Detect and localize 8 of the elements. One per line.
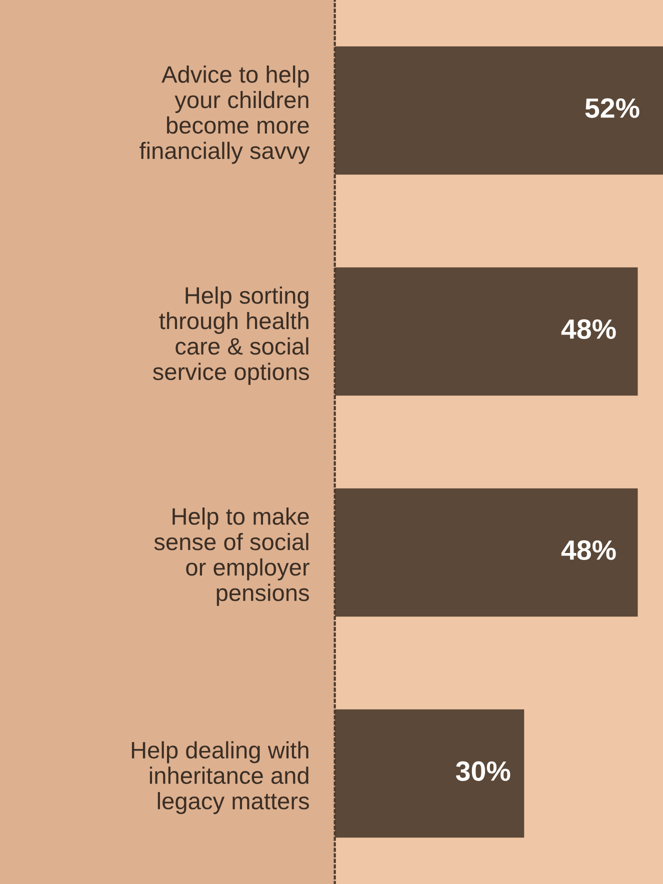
data-label: 52%	[585, 98, 640, 118]
data-label: 30%	[456, 761, 510, 781]
data-label: 48%	[561, 319, 616, 339]
y-tick-label: Help sorting through health care & social service options	[152, 286, 309, 385]
y-tick-label: Advice to help your children become more financially savvy	[140, 66, 310, 164]
data-label: 48%	[561, 540, 616, 560]
y-tick-label: Help to make sense of social or employer pensions	[154, 508, 310, 606]
y-tick-label: Help dealing with inheritance and legacy matters	[132, 741, 309, 814]
